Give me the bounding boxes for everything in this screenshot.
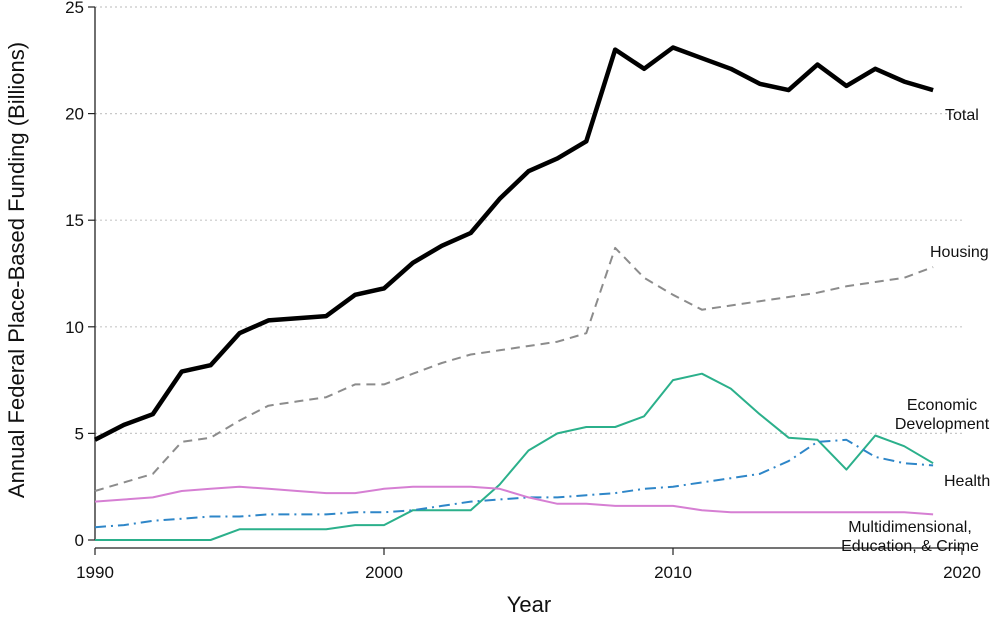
- gridlines: [95, 6, 962, 434]
- series-label: Education, & Crime: [841, 538, 979, 555]
- y-axis-title: Annual Federal Place-Based Funding (Bill…: [4, 42, 29, 498]
- series-label: Total: [945, 107, 979, 124]
- series-label: Development: [895, 416, 990, 433]
- x-tick-label: 1990: [76, 563, 114, 582]
- y-tick-label: 0: [75, 531, 84, 550]
- series-line-health: [94, 438, 934, 529]
- x-tick-label: 2020: [943, 563, 981, 582]
- series-labels: Total Housing Economic Development Health Mul…: [841, 107, 990, 555]
- series-label: Multidimensional,: [848, 519, 972, 536]
- series-label: Housing: [930, 244, 989, 261]
- x-tick-label: 2000: [365, 563, 403, 582]
- series-label: Health: [944, 473, 990, 490]
- y-tick-label: 10: [65, 318, 84, 337]
- series-line-multidimensional-education-crime: [94, 485, 934, 516]
- y-tick-label: 20: [65, 105, 84, 124]
- series-line-economic-development: [95, 372, 934, 541]
- x-axis-title: Year: [507, 592, 551, 617]
- y-tick-label: 5: [75, 424, 84, 443]
- x-tick-label: 2010: [654, 563, 692, 582]
- series-label: Economic: [907, 397, 977, 414]
- series-line-housing: [94, 246, 934, 492]
- series-line-total: [93, 45, 934, 442]
- axes: 0 5 10 15 20 25 1990 2000 2010 2020: [65, 0, 981, 582]
- series-lines: [93, 45, 934, 541]
- y-tick-label: 15: [65, 211, 84, 230]
- y-tick-label: 25: [65, 0, 84, 17]
